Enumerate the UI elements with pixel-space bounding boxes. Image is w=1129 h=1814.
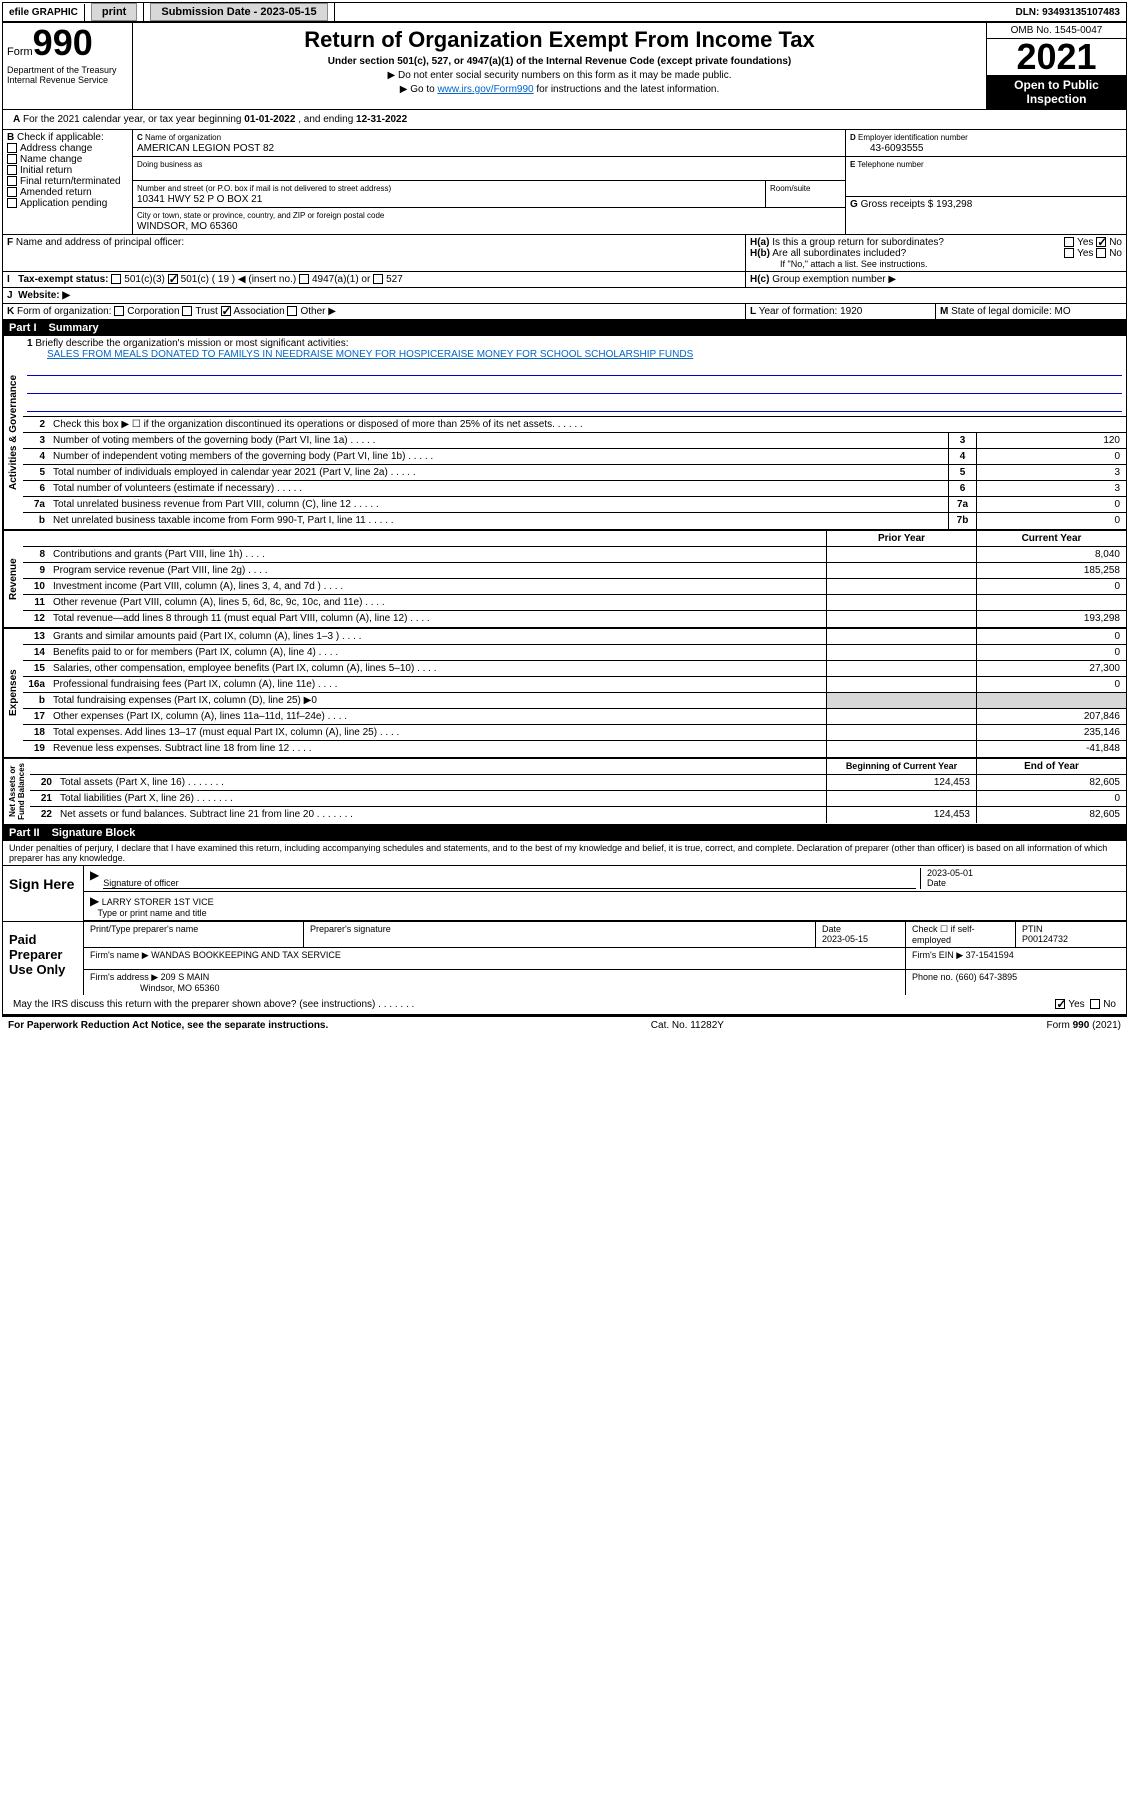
form-id-block: Form990 Department of the Treasury Inter…	[3, 23, 133, 109]
top-toolbar: efile GRAPHIC print Submission Date - 20…	[2, 2, 1127, 22]
submission-date: Submission Date - 2023-05-15	[144, 3, 334, 21]
tax-year: 2021	[987, 39, 1126, 75]
form-of-org: K Form of organization: Corporation Trus…	[3, 304, 746, 319]
mission-text: SALES FROM MEALS DONATED TO FAMILYS IN N…	[47, 349, 693, 360]
tab-activities: Activities & Governance	[3, 336, 23, 529]
part1-header: Part ISummary	[3, 320, 1126, 336]
section-b: B Check if applicable: Address changeNam…	[3, 130, 133, 234]
form-subtitle: Under section 501(c), 527, or 4947(a)(1)…	[141, 56, 978, 67]
pra-notice: For Paperwork Reduction Act Notice, see …	[8, 1020, 328, 1031]
paid-preparer-label: Paid Preparer Use Only	[3, 922, 83, 995]
tab-expenses: Expenses	[3, 629, 23, 757]
tax-exempt-status: I Tax-exempt status: 501(c)(3) 501(c) ( …	[3, 272, 746, 287]
efile-label: efile GRAPHIC	[3, 4, 85, 21]
dept-treasury: Department of the Treasury Internal Reve…	[7, 65, 128, 85]
irs-link[interactable]: www.irs.gov/Form990	[437, 84, 533, 95]
sign-here-label: Sign Here	[3, 866, 83, 921]
checkbox-name-change[interactable]: Name change	[7, 154, 128, 165]
checkbox-final-return-terminated[interactable]: Final return/terminated	[7, 176, 128, 187]
officer-name: LARRY STORER 1ST VICE	[102, 897, 214, 907]
ein: 43-6093555	[850, 143, 923, 154]
gross-receipts: 193,298	[936, 199, 972, 210]
part2-header: Part IISignature Block	[3, 825, 1126, 841]
note-link: ▶ Go to www.irs.gov/Form990 for instruct…	[141, 84, 978, 95]
dln: DLN: 93493135107483	[1009, 4, 1126, 21]
form-ref: Form 990 (2021)	[1047, 1020, 1121, 1031]
org-address: 10341 HWY 52 P O BOX 21	[137, 194, 262, 205]
tab-revenue: Revenue	[3, 531, 23, 627]
print-button[interactable]: print	[85, 3, 144, 21]
checkbox-initial-return[interactable]: Initial return	[7, 165, 128, 176]
tab-net-assets: Net Assets orFund Balances	[3, 759, 30, 824]
checkbox-address-change[interactable]: Address change	[7, 143, 128, 154]
form-title: Return of Organization Exempt From Incom…	[141, 27, 978, 53]
signature-declaration: Under penalties of perjury, I declare th…	[3, 841, 1126, 865]
note-ssn: ▶ Do not enter social security numbers o…	[141, 70, 978, 81]
org-name: AMERICAN LEGION POST 82	[137, 143, 274, 154]
org-city: WINDSOR, MO 65360	[137, 221, 238, 232]
cat-no: Cat. No. 11282Y	[651, 1020, 724, 1031]
discuss-question: May the IRS discuss this return with the…	[9, 997, 1051, 1012]
open-inspection: Open to Public Inspection	[987, 75, 1126, 109]
period-row: A For the 2021 calendar year, or tax yea…	[3, 110, 1126, 130]
checkbox-application-pending[interactable]: Application pending	[7, 198, 128, 209]
checkbox-amended-return[interactable]: Amended return	[7, 187, 128, 198]
